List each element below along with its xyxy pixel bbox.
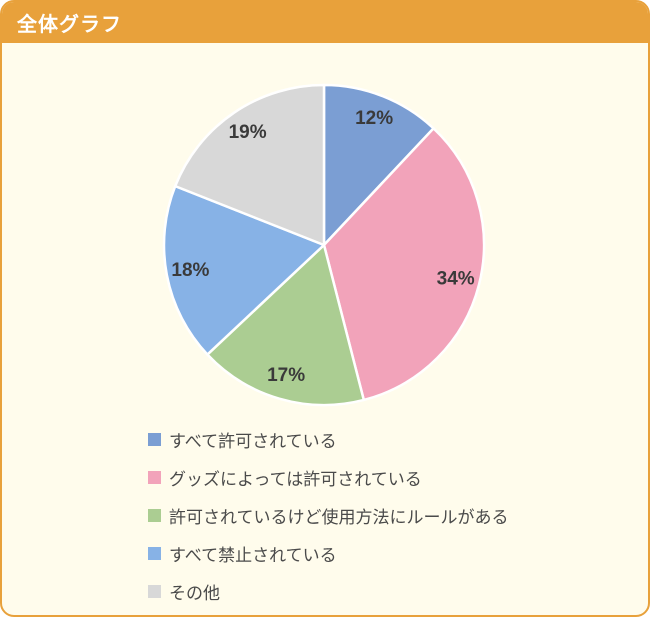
pie-slice [206, 243, 366, 407]
legend-item: 許可されているけど使用方法にルールがある [148, 501, 509, 529]
legend-swatch [148, 508, 161, 522]
pie-chart-area: 12% 34% 17% 18% 19% [2, 43, 648, 415]
pie-slice-label: 34% [437, 268, 475, 289]
pie-slice-label: 18% [171, 260, 209, 281]
legend-item: その他 [148, 577, 509, 605]
legend-swatch [148, 546, 161, 560]
legend-item: すべて許可されている [148, 425, 509, 453]
card-header: 全体グラフ [2, 2, 648, 43]
pie-slice-label: 17% [267, 365, 305, 386]
pie-slice [322, 127, 486, 402]
legend: すべて許可されているグッズによっては許可されている許可されているけど使用方法にル… [148, 425, 509, 615]
legend-label: その他 [169, 583, 220, 603]
legend-item: グッズによっては許可されている [148, 463, 509, 491]
pie-slice-label: 12% [355, 108, 393, 129]
legend-label: すべて禁止されている [169, 545, 337, 565]
legend-swatch [148, 584, 161, 598]
legend-swatch [148, 432, 161, 446]
legend-label: すべて許可されている [169, 431, 337, 451]
legend-swatch [148, 470, 161, 484]
pie-chart: 12% 34% 17% 18% 19% [162, 83, 486, 407]
pie-slice [162, 184, 326, 356]
pie-slice [173, 83, 326, 247]
legend-item: すべて禁止されている [148, 539, 509, 567]
legend-label: グッズによっては許可されている [169, 469, 422, 489]
legend-label: 許可されているけど使用方法にルールがある [169, 507, 509, 527]
card-title: 全体グラフ [17, 14, 122, 36]
pie-slice [322, 83, 435, 247]
pie-slice-label: 19% [229, 122, 267, 143]
